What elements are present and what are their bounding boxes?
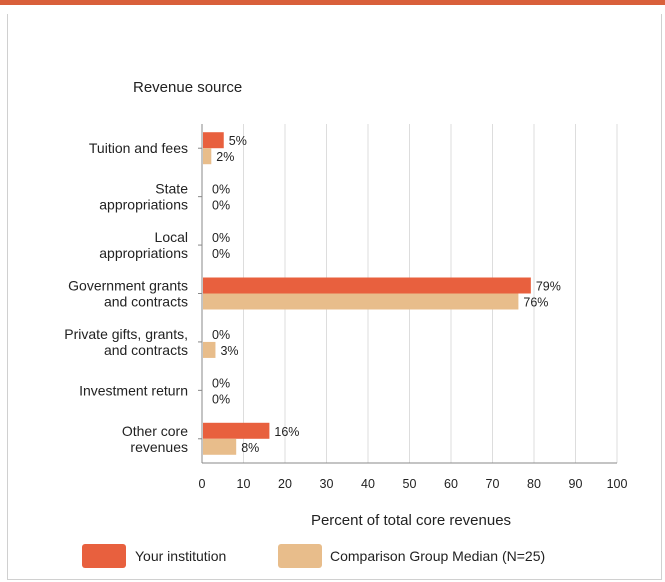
data-label-your-institution: 0% [212,231,230,245]
legend-swatch-comparison-median [278,544,322,568]
category-label: Government grants [68,278,188,294]
category-label: Investment return [79,382,188,398]
x-tick-label: 60 [444,477,458,491]
bar-comparison-median [203,438,237,455]
category-labels: Tuition and feesStateappropriationsLocal… [64,140,188,455]
bar-comparison-median [203,148,212,165]
data-label-comparison-median: 8% [241,441,259,455]
category-label: Private gifts, grants, [64,326,188,342]
category-label: Local [155,229,188,245]
x-tick-label: 70 [486,477,500,491]
data-label-your-institution: 0% [212,376,230,390]
category-label: and contracts [104,294,188,310]
x-tick-label: 40 [361,477,375,491]
y-axis-title: Revenue source [133,79,242,96]
data-label-your-institution: 0% [212,328,230,342]
data-label-comparison-median: 76% [523,296,548,310]
category-label: Other core [122,423,188,439]
bar-your-institution [203,422,270,439]
top-accent-bar [0,0,665,5]
bar-your-institution [203,132,224,149]
chart-panel [7,14,662,580]
x-tick-label: 100 [607,477,628,491]
grid-lines [198,124,618,464]
bars-group: 5% 2% 0% 0% 0% 0% 79% 76% 0% 3% 0% 0% 16% 8% [203,132,561,455]
legend-label-your-institution: Your institution [135,548,226,564]
x-axis-title: Percent of total core revenues [311,512,511,529]
x-tick-labels: 0 10 20 30 40 50 60 70 80 90 100 [199,477,628,491]
legend-swatch-your-institution [82,544,126,568]
x-tick-label: 80 [527,477,541,491]
data-label-your-institution: 79% [536,280,561,294]
data-label-your-institution: 0% [212,183,230,197]
category-label: and contracts [104,342,188,358]
bar-your-institution [203,277,531,294]
data-label-your-institution: 5% [229,134,247,148]
data-label-comparison-median: 2% [216,150,234,164]
data-label-comparison-median: 0% [212,199,230,213]
category-label: appropriations [99,245,188,261]
x-tick-label: 30 [320,477,334,491]
legend-label-comparison-median: Comparison Group Median (N=25) [330,548,545,564]
data-label-comparison-median: 3% [220,344,238,358]
x-tick-label: 0 [199,477,206,491]
data-label-comparison-median: 0% [212,247,230,261]
data-label-comparison-median: 0% [212,392,230,406]
bar-comparison-median [203,293,519,310]
data-label-your-institution: 16% [274,425,299,439]
category-label: State [155,181,188,197]
legend: Your institution Comparison Group Median … [82,544,545,568]
x-tick-label: 50 [403,477,417,491]
x-tick-label: 10 [237,477,251,491]
category-label: revenues [130,439,188,455]
x-tick-label: 90 [569,477,583,491]
x-tick-label: 20 [278,477,292,491]
category-label: appropriations [99,197,188,213]
bar-comparison-median [203,341,216,358]
category-label: Tuition and fees [89,140,188,156]
